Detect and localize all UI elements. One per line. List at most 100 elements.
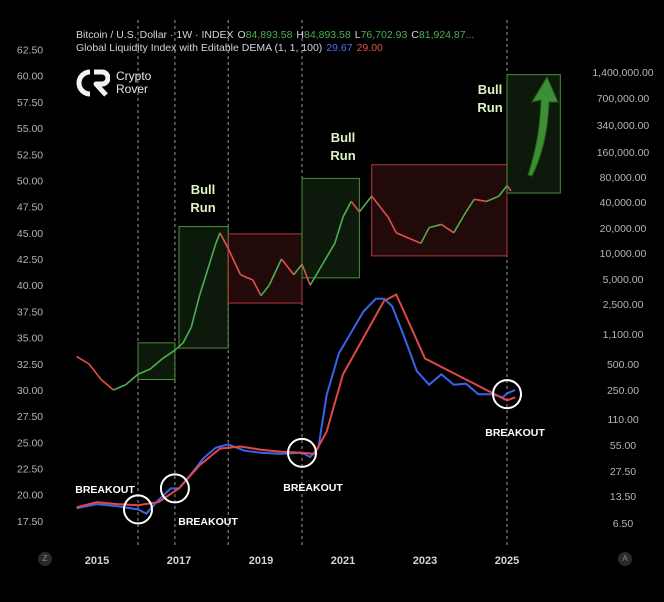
left-tick-label: 17.50 — [17, 516, 43, 528]
btc-segment — [280, 258, 295, 276]
corner-left-icon[interactable]: Z — [38, 552, 52, 566]
btc-segment — [113, 383, 127, 391]
left-tick-label: 62.50 — [17, 45, 43, 57]
bear-box — [227, 233, 303, 304]
breakout-label: BREAKOUT — [283, 482, 343, 494]
btc-segment — [465, 198, 475, 213]
bull-run-label: Bull — [478, 82, 503, 97]
up-arrow-icon — [527, 75, 559, 177]
right-tick-label: 55.00 — [610, 440, 636, 452]
annotations: BREAKOUT BREAKOUT BREAKOUT BREAKOUT Bull Run B… — [75, 82, 545, 528]
legend-o-value: 84,893.58 — [245, 29, 293, 41]
bull-run-label: Run — [330, 148, 355, 163]
left-tick-label: 42.50 — [17, 254, 43, 266]
btc-segment — [162, 349, 176, 360]
breakout-label: BREAKOUT — [485, 427, 545, 439]
breakout-circle — [123, 494, 153, 525]
breakout-circles — [123, 379, 522, 525]
left-tick-label: 30.00 — [17, 385, 43, 397]
btc-segment — [387, 216, 398, 234]
x-tick-label: 2025 — [495, 555, 519, 567]
btc-segment — [342, 201, 352, 218]
bull-run-box — [178, 226, 229, 349]
breakout-label: BREAKOUT — [75, 484, 135, 496]
btc-segment — [149, 357, 164, 370]
left-tick-label: 32.50 — [17, 359, 43, 371]
right-tick-label: 700,000.00 — [597, 93, 650, 105]
btc-segment — [182, 326, 193, 344]
btc-segment — [206, 243, 217, 270]
legend-o-label: O — [237, 29, 246, 41]
btc-segment — [301, 263, 311, 286]
legend-l-value: 76,702.93 — [360, 29, 408, 41]
bear-box — [371, 164, 508, 257]
corner-right-icon[interactable]: A — [618, 552, 632, 566]
right-axis-ticks: 1,400,000.00 700,000.00 340,000.00 160,000.… — [592, 67, 653, 530]
left-tick-label: 52.50 — [17, 149, 43, 161]
left-tick-label: 57.50 — [17, 97, 43, 109]
left-tick-label: 47.50 — [17, 202, 43, 214]
btc-segment — [76, 355, 90, 365]
bull-run-label: Bull — [331, 130, 356, 145]
gli-line — [76, 297, 516, 515]
right-tick-label: 1,100.00 — [603, 329, 644, 341]
right-tick-label: 10,000.00 — [600, 248, 647, 260]
btc-segment — [240, 274, 254, 281]
legend-btc-title: Bitcoin / U.S. Dollar · 1W · INDEX — [76, 29, 234, 41]
btc-segment — [88, 363, 102, 380]
btc-segment — [428, 223, 442, 229]
btc-segment — [498, 185, 508, 197]
btc-segment — [371, 195, 381, 208]
btc-segment — [309, 263, 324, 286]
left-tick-label: 27.50 — [17, 411, 43, 423]
btc-segment — [486, 195, 500, 203]
btc-segment — [198, 269, 209, 296]
right-tick-label: 5,000.00 — [603, 274, 644, 286]
legend-c-value: 81,924.87... — [418, 29, 475, 41]
legend-gli-value: 29.67 — [326, 42, 353, 54]
btc-segment — [219, 232, 229, 249]
x-axis-ticks: 2015 2017 2019 2021 2023 2025 — [85, 555, 519, 567]
btc-segment — [137, 368, 151, 375]
crypto-rover-logo-icon — [76, 69, 110, 97]
left-tick-label: 60.00 — [17, 71, 43, 83]
btc-segment — [350, 200, 361, 213]
series-lines — [76, 185, 516, 515]
breakout-circle — [492, 379, 522, 410]
btc-segment — [100, 378, 114, 391]
bull-run-box — [137, 342, 176, 380]
breakout-label: BREAKOUT — [178, 516, 238, 528]
x-tick-label: 2019 — [249, 555, 273, 567]
x-tick-label: 2015 — [85, 555, 109, 567]
btc-segment — [420, 227, 430, 244]
btc-segment — [334, 216, 344, 244]
btc-segment — [293, 263, 303, 276]
right-tick-label: 80,000.00 — [600, 172, 647, 184]
right-tick-label: 6.50 — [613, 518, 634, 530]
dema-line — [76, 293, 516, 509]
legend-c-label: C — [411, 29, 419, 41]
breakout-circle — [159, 473, 190, 504]
right-tick-label: 110.00 — [607, 414, 638, 426]
right-tick-label: 250.00 — [607, 385, 639, 397]
left-tick-label: 40.00 — [17, 280, 43, 292]
x-tick-label: 2023 — [413, 555, 437, 567]
btc-segment — [260, 284, 270, 297]
left-tick-label: 37.50 — [17, 306, 43, 318]
right-tick-label: 2,500.00 — [603, 299, 644, 311]
btc-segment — [395, 232, 409, 239]
right-tick-label: 40,000.00 — [600, 197, 647, 209]
bull-run-box — [301, 177, 360, 279]
btc-segment — [408, 237, 422, 245]
left-tick-label: 45.00 — [17, 228, 43, 240]
logo-line2: Rover — [116, 82, 149, 96]
legend-l-label: L — [354, 29, 361, 41]
legend-h-label: H — [296, 29, 305, 41]
left-tick-label: 50.00 — [17, 175, 43, 187]
crypto-rover-logo: Crypto Rover — [76, 68, 151, 98]
right-tick-label: 27.50 — [610, 466, 636, 478]
right-tick-label: 13.50 — [610, 491, 636, 503]
btc-segment — [453, 211, 467, 234]
btc-segment — [174, 342, 184, 351]
